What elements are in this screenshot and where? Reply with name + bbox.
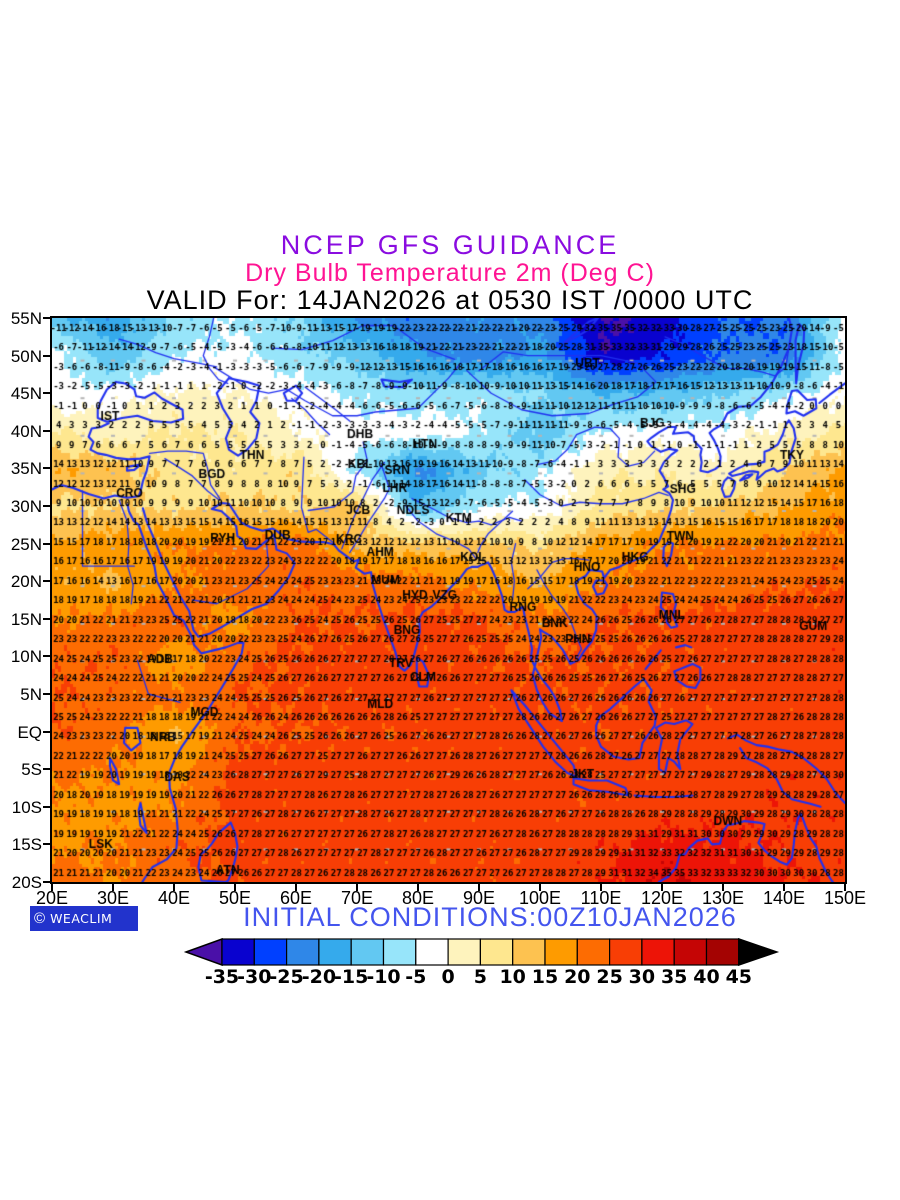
x-axis-label-30E: 30E — [96, 888, 130, 908]
x-axis-label-110E: 110E — [580, 888, 622, 908]
y-tick — [43, 505, 50, 507]
y-tick — [43, 542, 50, 545]
y-axis-label-35N: 35N — [10, 459, 42, 479]
x-tick — [539, 884, 541, 891]
y-tick — [43, 617, 50, 620]
temperature-colorbar — [178, 937, 798, 971]
x-axis-label-130E: 130E — [701, 888, 745, 908]
y-axis-label-45N: 45N — [10, 384, 42, 404]
x-axis-label-90E: 90E — [462, 888, 496, 908]
y-axis-label-10N: 10N — [10, 647, 42, 667]
y-axis-label-20N: 20N — [10, 572, 42, 592]
y-axis-label-15S: 15S — [11, 835, 42, 855]
logo-text: WEACLIM — [50, 911, 113, 926]
initial-conditions-text: INITIAL CONDITIONS:00Z10JAN2026 — [243, 902, 737, 932]
y-axis-label-30N: 30N — [10, 497, 42, 516]
colorbar-label-45: 45 — [725, 966, 753, 988]
x-axis-label-60E: 60E — [279, 888, 313, 908]
colorbar-label--10: -10 — [366, 966, 401, 988]
y-axis-label-5N: 5N — [20, 685, 42, 704]
x-axis-label-70E: 70E — [340, 888, 374, 908]
colorbar-label-15: 15 — [531, 966, 559, 988]
x-tick — [417, 884, 419, 891]
x-tick — [51, 884, 53, 891]
x-axis-label-20E: 20E — [35, 888, 69, 908]
y-tick — [43, 580, 50, 583]
y-tick — [43, 317, 50, 319]
y-tick — [43, 693, 50, 695]
colorbar-label--25: -25 — [269, 966, 304, 988]
map-frame — [50, 316, 847, 884]
y-tick — [43, 655, 50, 658]
colorbar-label--5: -5 — [405, 966, 427, 988]
x-tick — [783, 884, 785, 891]
x-axis-label-150E: 150E — [823, 888, 867, 908]
temperature-map-canvas — [52, 318, 845, 882]
y-axis-label-10S: 10S — [11, 797, 42, 817]
y-tick — [43, 354, 50, 357]
colorbar-svg — [183, 937, 780, 967]
y-tick — [43, 843, 50, 846]
copyright-icon: © — [34, 910, 46, 927]
valid-time-line: VALID For: 14JAN2026 at 0530 IST /0000 U… — [146, 285, 754, 315]
x-tick — [600, 884, 602, 891]
y-tick — [43, 881, 50, 883]
x-tick — [234, 884, 236, 891]
x-axis-label-80E: 80E — [401, 888, 435, 908]
colorbar-label-0: 0 — [441, 966, 455, 988]
x-tick — [356, 884, 358, 891]
colorbar-label-5: 5 — [473, 966, 487, 988]
x-axis-label-140E: 140E — [762, 888, 806, 908]
colorbar-label-40: 40 — [693, 966, 720, 988]
y-tick — [43, 768, 50, 771]
x-tick — [722, 884, 724, 891]
y-axis-label-55N: 55N — [10, 309, 42, 328]
subtitle-variable: Dry Bulb Temperature 2m (Deg C) — [245, 259, 655, 287]
colorbar-label-25: 25 — [596, 966, 623, 988]
weaclim-logo: © WEACLIM — [30, 906, 138, 931]
colorbar-label-30: 30 — [628, 966, 656, 988]
colorbar-label--30: -30 — [237, 966, 272, 988]
colorbar-label-35: 35 — [660, 966, 688, 988]
page-title: NCEP GFS GUIDANCE — [280, 230, 620, 260]
x-axis-label-50E: 50E — [218, 888, 252, 908]
colorbar-label-10: 10 — [499, 966, 526, 988]
y-tick — [43, 730, 50, 733]
y-tick — [43, 805, 50, 808]
x-axis-label-120E: 120E — [640, 888, 684, 908]
y-axis-label-20S: 20S — [11, 873, 42, 892]
y-axis-label-40N: 40N — [10, 421, 42, 441]
x-tick — [295, 884, 297, 891]
y-tick — [43, 467, 50, 470]
y-tick — [43, 392, 50, 395]
colorbar-label-20: 20 — [564, 966, 591, 988]
x-tick — [661, 884, 663, 891]
y-axis-label-25N: 25N — [10, 534, 42, 554]
colorbar-label--35: -35 — [204, 966, 240, 988]
y-axis-label-15N: 15N — [10, 609, 42, 629]
y-axis-label-EQ: EQ — [17, 722, 42, 742]
x-tick — [112, 884, 114, 891]
x-tick — [844, 884, 846, 891]
y-tick — [43, 429, 50, 432]
x-axis-label-100E: 100E — [518, 888, 562, 908]
y-axis-label-5S: 5S — [21, 760, 42, 780]
x-tick — [173, 884, 175, 891]
x-axis-label-40E: 40E — [157, 888, 191, 908]
colorbar-label--20: -20 — [301, 966, 337, 988]
colorbar-label--15: -15 — [334, 966, 369, 988]
x-tick — [478, 884, 480, 891]
y-axis-label-50N: 50N — [10, 346, 42, 366]
